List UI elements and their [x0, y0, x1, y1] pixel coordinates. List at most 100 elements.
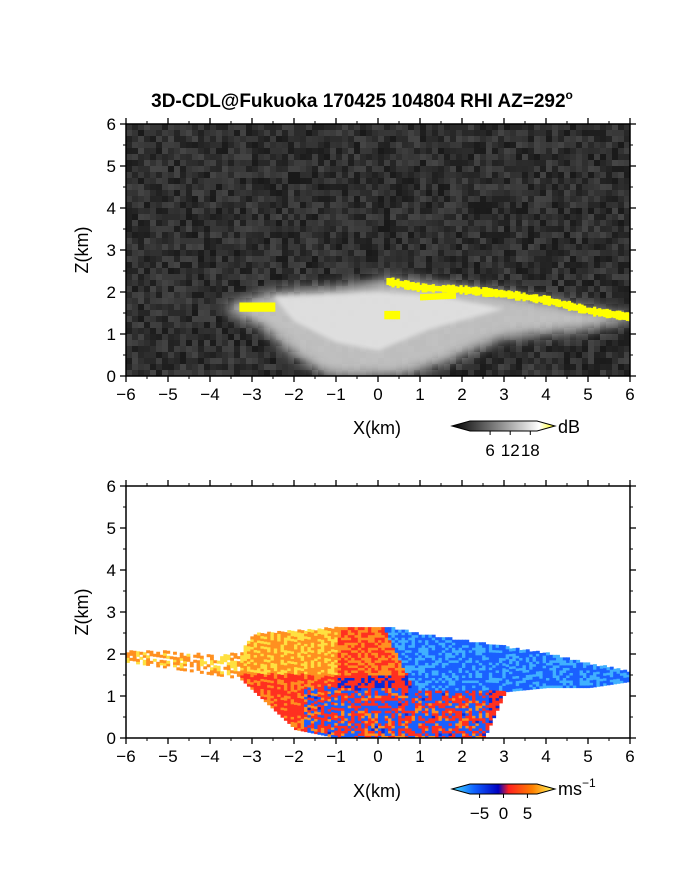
noise-cell	[282, 208, 288, 214]
noise-cell	[282, 232, 288, 238]
noise-cell	[138, 166, 144, 172]
noise-cell	[612, 340, 618, 346]
velocity-pixel	[330, 704, 335, 708]
velocity-pixel	[324, 710, 329, 714]
velocity-pixel	[283, 685, 288, 689]
noise-cell	[522, 154, 528, 160]
noise-cell	[558, 256, 564, 262]
noise-cell	[216, 184, 222, 190]
noise-cell	[366, 148, 372, 154]
noise-cell	[324, 238, 330, 244]
noise-cell	[522, 286, 528, 292]
noise-cell	[288, 196, 294, 202]
velocity-pixel	[337, 647, 342, 651]
noise-cell	[450, 166, 456, 172]
velocity-pixel	[341, 642, 345, 646]
noise-cell	[510, 124, 516, 130]
noise-cell	[354, 226, 360, 232]
noise-cell	[588, 286, 594, 292]
noise-cell	[474, 178, 480, 184]
velocity-pixel	[297, 702, 302, 706]
velocity-pixel	[300, 637, 305, 641]
noise-cell	[192, 364, 198, 370]
velocity-pixel	[287, 647, 292, 651]
velocity-pixel	[324, 725, 329, 729]
noise-cell	[408, 190, 414, 196]
noise-cell	[198, 328, 204, 334]
noise-cell	[168, 160, 174, 166]
velocity-pixel	[310, 642, 315, 646]
noise-cell	[438, 154, 444, 160]
strong-echo-pixel	[272, 302, 276, 312]
noise-cell	[540, 340, 546, 346]
noise-cell	[504, 364, 510, 370]
noise-cell	[318, 370, 324, 376]
noise-cell	[210, 286, 216, 292]
noise-cell	[168, 208, 174, 214]
velocity-pixel	[314, 668, 319, 672]
noise-cell	[156, 232, 162, 238]
velocity-pixel	[267, 682, 271, 686]
noise-cell	[306, 142, 312, 148]
velocity-pixel	[280, 681, 285, 685]
noise-cell	[324, 142, 330, 148]
noise-cell	[552, 220, 558, 226]
noise-cell	[126, 136, 132, 142]
noise-cell	[204, 310, 210, 316]
noise-cell	[222, 136, 228, 142]
noise-cell	[264, 154, 270, 160]
velocity-pixel	[294, 706, 298, 710]
noise-cell	[492, 238, 498, 244]
noise-cell	[336, 160, 342, 166]
noise-cell	[444, 124, 450, 130]
noise-cell	[228, 214, 234, 220]
noise-cell	[618, 322, 624, 328]
noise-cell	[468, 268, 474, 274]
noise-cell	[234, 286, 240, 292]
velocity-pixel	[314, 715, 319, 720]
noise-cell	[564, 358, 570, 364]
noise-cell	[402, 274, 408, 280]
noise-cell	[552, 286, 558, 292]
noise-cell	[204, 178, 210, 184]
noise-cell	[600, 334, 606, 340]
noise-cell	[192, 178, 198, 184]
strong-echo-pixel	[424, 283, 428, 293]
velocity-pixel	[297, 672, 302, 676]
noise-cell	[492, 274, 498, 280]
noise-cell	[510, 352, 516, 358]
noise-cell	[366, 274, 372, 280]
strong-echo-pixel	[545, 295, 549, 305]
noise-cell	[498, 352, 504, 358]
noise-cell	[306, 220, 312, 226]
velocity-pixel	[139, 651, 144, 655]
noise-cell	[462, 352, 468, 358]
noise-cell	[468, 166, 474, 172]
velocity-pixel	[297, 631, 302, 636]
noise-cell	[342, 256, 348, 262]
velocity-pixel	[250, 681, 255, 685]
velocity-pixel	[283, 642, 288, 646]
noise-cell	[282, 358, 288, 364]
noise-cell	[510, 130, 516, 136]
noise-cell	[132, 340, 138, 346]
velocity-pixel	[179, 662, 184, 666]
strong-echo-pixel	[429, 284, 433, 292]
noise-cell	[600, 190, 606, 196]
noise-cell	[138, 220, 144, 226]
noise-cell	[330, 262, 336, 268]
noise-cell	[558, 238, 564, 244]
noise-cell	[186, 160, 192, 166]
velocity-pixel	[183, 668, 187, 672]
noise-cell	[402, 238, 408, 244]
noise-cell	[228, 154, 234, 160]
noise-cell	[144, 370, 150, 376]
velocity-pixel	[267, 659, 271, 663]
noise-cell	[234, 142, 240, 148]
noise-cell	[426, 250, 432, 256]
noise-cell	[492, 130, 498, 136]
velocity-pixel	[280, 664, 285, 668]
velocity-pixel	[297, 720, 302, 724]
velocity-pixel	[179, 655, 184, 659]
noise-cell	[126, 238, 132, 244]
